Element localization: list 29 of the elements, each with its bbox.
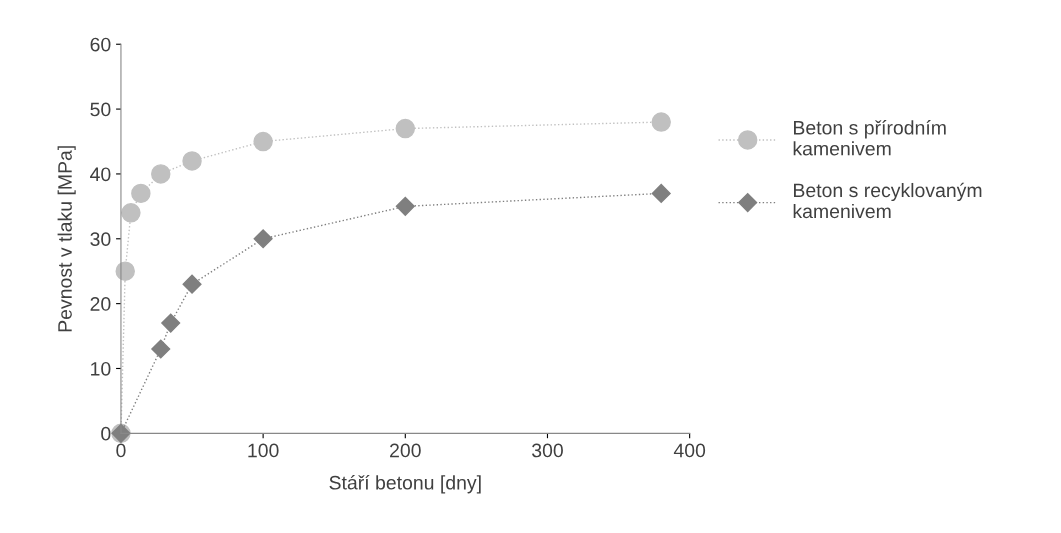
y-tick-label: 0 [101,426,111,441]
y-tick-label: 30 [90,232,111,247]
point [151,339,171,359]
point [395,196,415,216]
point [651,183,671,203]
point [253,131,273,152]
point [151,164,171,184]
y-tick-label: 40 [90,167,111,182]
point [161,313,181,333]
point [121,203,141,223]
point [131,183,151,204]
y-tick-label: 10 [91,361,111,376]
point [651,112,671,132]
legend-label: Beton s přírodním kamenivem [793,120,946,156]
point [253,229,273,249]
legend-label: Beton s recyklovaným kamenivem [793,182,982,219]
y-tick-label: 60 [90,37,111,52]
x-tick-label: 100 [248,443,279,458]
x-tick-label: 200 [390,443,421,458]
x-tick-label: 400 [673,443,706,458]
y-tick-label: 50 [90,102,111,117]
x-axis-title: Stáří betonu [dny] [329,475,481,494]
x-tick-label: 300 [532,443,563,458]
point [395,118,416,139]
x-tick-label: 0 [116,443,126,458]
y-tick-label: 20 [90,297,111,311]
point [182,274,202,294]
y-axis-title: Pevnost v tlaku [MPa] [57,146,76,332]
point [182,151,202,171]
